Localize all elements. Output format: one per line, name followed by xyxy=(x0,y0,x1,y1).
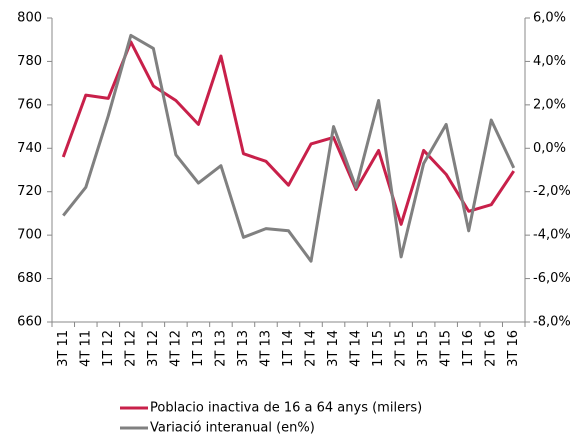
y2-tick-label: 6,0% xyxy=(533,11,566,26)
x-tick-label: 3T 16 xyxy=(506,330,521,367)
y-tick-label: 780 xyxy=(17,54,42,69)
legend-label: Poblacio inactiva de 16 a 64 anys (miler… xyxy=(150,401,422,416)
y-tick-label: 760 xyxy=(17,97,42,112)
y2-tick-label: 0,0% xyxy=(533,141,566,156)
x-tick-label: 3T 13 xyxy=(236,330,251,367)
series-line xyxy=(61,40,515,226)
y-tick-label: 720 xyxy=(17,184,42,199)
x-tick-label: 1T 14 xyxy=(281,330,296,367)
y2-tick-label: -6,0% xyxy=(533,271,571,286)
x-tick-label: 2T 13 xyxy=(213,330,228,367)
y-tick-label: 740 xyxy=(17,141,42,156)
y2-tick-label: 2,0% xyxy=(533,97,566,112)
x-tick-label: 4T 12 xyxy=(168,330,183,367)
x-tick-label: 2T 14 xyxy=(304,330,319,367)
x-tick-label: 4T 14 xyxy=(349,330,364,367)
x-tick-label: 1T 16 xyxy=(461,330,476,367)
x-tick-label: 1T 12 xyxy=(101,330,116,367)
x-tick-label: 2T 16 xyxy=(484,330,499,367)
x-tick-label: 1T 13 xyxy=(191,330,206,367)
x-tick-label: 3T 15 xyxy=(416,330,431,367)
x-tick-label: 2T 15 xyxy=(394,330,409,367)
x-tick-label: 3T 12 xyxy=(146,330,161,367)
x-tick-label: 2T 12 xyxy=(123,330,138,367)
y2-tick-label: -4,0% xyxy=(533,228,571,243)
y-tick-label: 800 xyxy=(17,11,42,26)
series-line xyxy=(62,33,516,263)
x-tick-label: 4T 11 xyxy=(78,330,93,367)
y2-tick-label: 4,0% xyxy=(533,54,566,69)
legend-label: Variació interanual (en%) xyxy=(150,421,315,436)
y2-tick-label: -8,0% xyxy=(533,315,571,330)
x-tick-label: 4T 13 xyxy=(258,330,273,367)
y-tick-label: 680 xyxy=(17,271,42,286)
x-tick-label: 3T 14 xyxy=(326,330,341,367)
x-tick-label: 4T 15 xyxy=(439,330,454,367)
y-tick-label: 700 xyxy=(17,228,42,243)
x-tick-label: 3T 11 xyxy=(56,330,71,367)
y2-tick-label: -2,0% xyxy=(533,184,571,199)
x-tick-label: 1T 15 xyxy=(371,330,386,367)
y-tick-label: 660 xyxy=(17,315,42,330)
